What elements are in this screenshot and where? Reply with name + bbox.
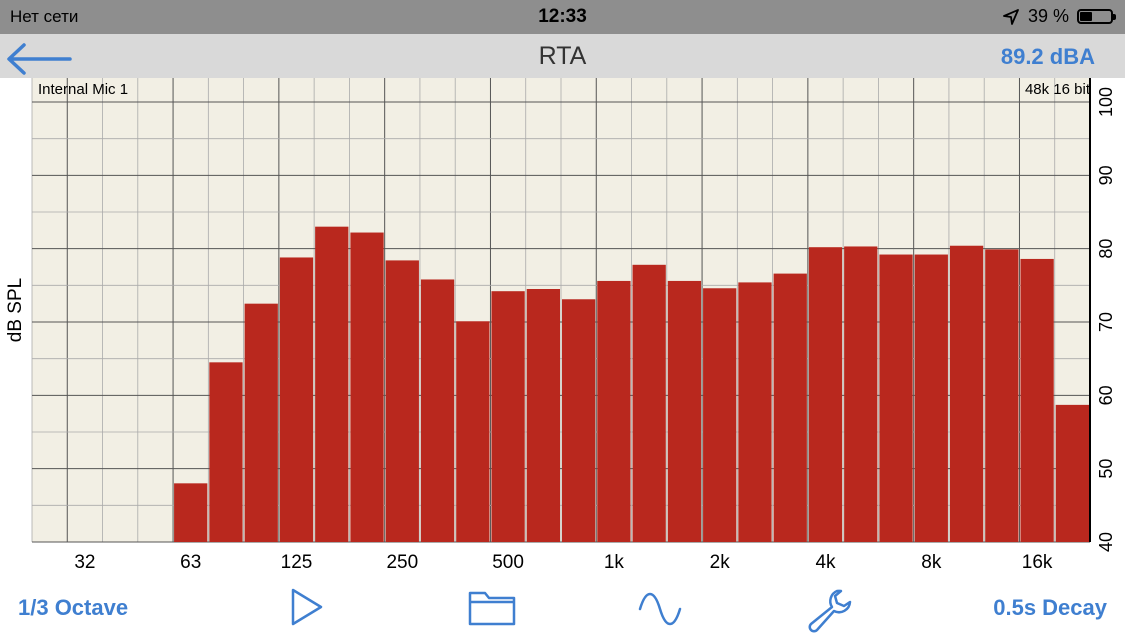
level-readout[interactable]: 89.2 dBA [1000, 44, 1095, 69]
rta-bar [491, 291, 525, 542]
wrench-icon[interactable] [806, 587, 854, 633]
status-right: 39 % [1002, 6, 1116, 27]
battery-percent: 39 % [1027, 6, 1069, 26]
rta-chart-svg: 40 50 60 70 80 90 100 32 63 125 250 500 1k 2k 4k 8k 16k… [5, 78, 1116, 573]
sine-wave-icon[interactable] [637, 587, 683, 627]
rta-bar [597, 280, 631, 542]
status-bar: Нет сети 12:33 39 % [0, 0, 1125, 34]
rta-bar [350, 232, 384, 543]
sample-format-label: 48k 16 bit [1025, 81, 1091, 98]
rta-bar [985, 249, 1019, 542]
y-tick-labels: 40 50 60 70 80 90 100 [1096, 87, 1116, 552]
rta-bar [315, 226, 349, 542]
rta-bar [1055, 404, 1089, 542]
battery-icon [1077, 9, 1116, 24]
rta-bar [914, 254, 948, 543]
location-arrow-icon [1003, 8, 1019, 25]
back-arrow-icon[interactable] [4, 42, 74, 76]
clock: 12:33 [538, 6, 587, 27]
x-tick-labels: 32 63 125 250 500 1k 2k 4k 8k 16k [74, 552, 1053, 573]
rta-bar [808, 247, 843, 542]
x-tick-label: 2k [710, 552, 731, 573]
carrier-label: Нет сети [10, 7, 79, 26]
y-tick-label: 70 [1096, 312, 1116, 332]
y-tick-label: 50 [1096, 459, 1116, 479]
x-tick-label: 1k [604, 552, 625, 573]
x-tick-label: 250 [386, 552, 418, 573]
rta-bar [456, 321, 490, 542]
rta-bar [1020, 258, 1054, 542]
x-tick-label: 4k [815, 552, 836, 573]
bars [174, 226, 1089, 543]
bandwidth-button[interactable]: 1/3 Octave [18, 595, 129, 620]
battery-fill [1080, 12, 1092, 21]
y-axis-title: dB SPL [5, 278, 26, 342]
rta-bar [632, 264, 666, 542]
play-icon[interactable] [288, 587, 326, 627]
y-tick-label: 90 [1096, 165, 1116, 185]
rta-bar [279, 257, 314, 542]
rta-bar [879, 254, 913, 543]
y-tick-label: 40 [1096, 532, 1116, 552]
rta-bar [667, 280, 702, 542]
x-tick-label: 500 [492, 552, 524, 573]
rta-bar [738, 282, 772, 542]
decay-button[interactable]: 0.5s Decay [993, 595, 1107, 620]
folder-icon[interactable] [467, 587, 517, 627]
rta-bar [562, 299, 596, 542]
page-title: RTA [538, 42, 587, 70]
input-source-label[interactable]: Internal Mic 1 [38, 81, 128, 98]
nav-bar: RTA 89.2 dBA [0, 34, 1125, 78]
bottom-toolbar: 1/3 Octave 0.5s Decay [0, 580, 1125, 633]
rta-bar [773, 273, 807, 542]
x-tick-label: 63 [180, 552, 201, 573]
x-tick-label: 16k [1022, 552, 1053, 573]
rta-bar [209, 362, 243, 542]
grid [31, 78, 1091, 543]
x-tick-label: 125 [281, 552, 313, 573]
rta-chart: 40 50 60 70 80 90 100 32 63 125 250 500 1k 2k 4k 8k 16k… [0, 78, 1125, 580]
rta-bar [174, 483, 208, 542]
rta-bar [385, 260, 419, 542]
rta-bar [244, 303, 278, 542]
rta-bar [703, 288, 737, 542]
x-tick-label: 32 [74, 552, 95, 573]
rta-bar [844, 246, 878, 542]
y-tick-label: 100 [1096, 87, 1116, 117]
rta-bar [949, 245, 984, 542]
y-tick-label: 80 [1096, 239, 1116, 259]
rta-bar [526, 289, 560, 542]
x-tick-label: 8k [921, 552, 942, 573]
y-tick-label: 60 [1096, 385, 1116, 405]
rta-bar [420, 279, 455, 542]
